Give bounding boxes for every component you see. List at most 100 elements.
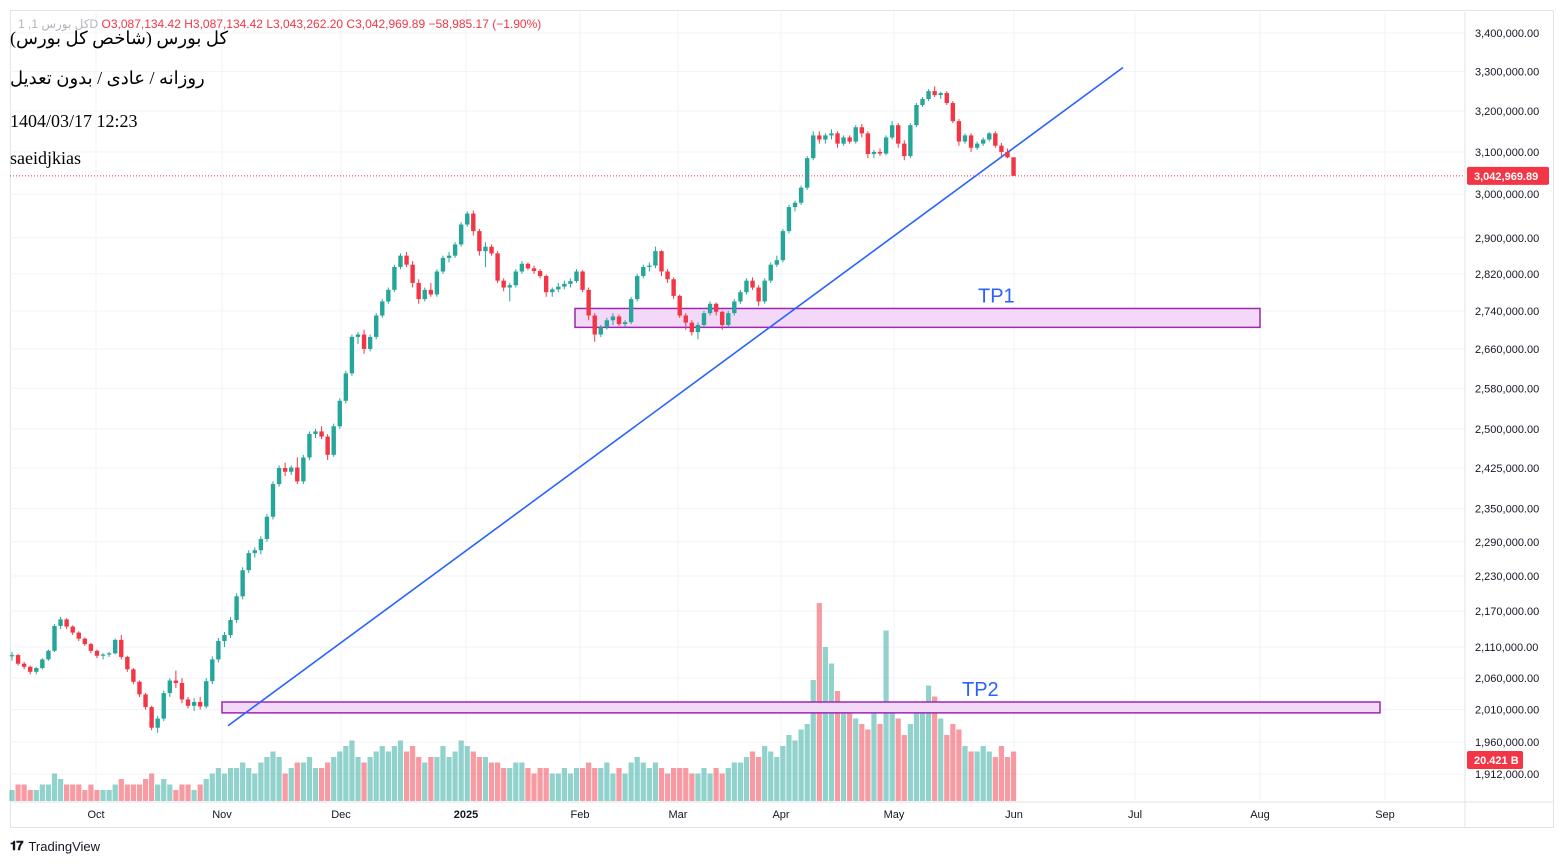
volume-bar (130, 784, 136, 801)
volume-bar (136, 784, 143, 801)
price-tick-label: 1,912,000.00 (1475, 769, 1539, 781)
volume-bar (185, 784, 191, 801)
candle-body (641, 266, 646, 277)
candle (331, 423, 336, 457)
volume-bar (877, 724, 883, 801)
candle (525, 262, 531, 271)
candle (106, 652, 112, 657)
candle-body (234, 596, 239, 620)
time-tick-label: Aug (1250, 809, 1270, 821)
time-axis[interactable]: Oct Nov Dec 2025 Feb Mar Apr May Jun Jul Aug Sep (10, 801, 1554, 821)
candle (88, 642, 94, 654)
volume-bar (913, 713, 920, 801)
candle (604, 317, 610, 330)
candle (744, 278, 749, 295)
volume-bar (804, 724, 810, 801)
volume-bar (689, 773, 695, 801)
volume-bar (652, 762, 659, 801)
volume-bar (288, 768, 294, 801)
volume-bar (343, 746, 349, 801)
target-zones: TP1 TP2 (221, 285, 1381, 714)
candle (695, 322, 701, 340)
volume-bar (713, 768, 719, 801)
candle-body (313, 431, 318, 434)
time-tick-label: Jul (1128, 809, 1142, 821)
volume-bar (871, 713, 877, 801)
volume-bar (39, 784, 45, 801)
candle (829, 129, 834, 140)
candle-body (811, 135, 816, 159)
candle-body (343, 373, 349, 401)
candle-body (537, 271, 543, 277)
candle-body (877, 151, 883, 154)
candle (586, 287, 591, 321)
volume-bar (361, 762, 367, 801)
candle (628, 296, 634, 325)
candle (301, 454, 306, 485)
candle-body (15, 655, 21, 664)
candle-body (871, 151, 877, 154)
candle (70, 625, 75, 636)
candle (392, 264, 397, 293)
candle-body (914, 105, 919, 126)
price-tick-label: 3,300,000.00 (1475, 66, 1539, 78)
candle-body (155, 718, 160, 728)
candle (798, 185, 804, 205)
candle (653, 246, 658, 269)
volume-bar (100, 790, 106, 801)
price-tick-label: 2,350,000.00 (1475, 503, 1539, 515)
candle (950, 101, 956, 124)
trendline (227, 66, 1124, 727)
volume-bar (331, 757, 337, 801)
volume-bar (646, 768, 652, 801)
candle-body (446, 255, 452, 258)
volume-bar (786, 735, 792, 801)
candle (240, 567, 245, 600)
candle (216, 638, 221, 663)
candle (841, 135, 846, 146)
candle-body (841, 137, 846, 144)
candle (780, 228, 786, 263)
volume-bar (112, 784, 118, 801)
trendline-layer[interactable] (227, 66, 1124, 727)
candle-body (896, 125, 901, 144)
volume-bar (604, 762, 610, 801)
candle (40, 658, 45, 670)
price-tick-label: 2,060,000.00 (1475, 673, 1539, 685)
time-tick-label: Feb (571, 809, 590, 821)
candle (76, 631, 81, 642)
candle-body (804, 158, 810, 188)
candle (616, 314, 622, 326)
candle-body (792, 202, 798, 208)
candle-body (307, 433, 312, 458)
volume-bar (167, 784, 173, 801)
volume-bar (373, 751, 379, 801)
volume-bar (725, 768, 731, 801)
price-axis[interactable]: 3,400,000.00 3,300,000.00 3,200,000.00 3,10… (1464, 12, 1549, 828)
candle (458, 222, 464, 247)
candle-body (1005, 151, 1010, 158)
candle (750, 277, 755, 290)
volume-bar (397, 740, 404, 801)
candle (143, 693, 148, 710)
volume-bar (658, 768, 665, 801)
volume-bar (173, 790, 179, 801)
volume-bar (45, 784, 52, 801)
candle-body (58, 619, 63, 626)
candle-body (519, 263, 525, 272)
candle-body (46, 650, 51, 660)
tradingview-logo[interactable]: 𝟏𝟕 TradingView (10, 838, 100, 854)
price-tick-label: 3,400,000.00 (1475, 28, 1539, 40)
candle-body (422, 289, 427, 300)
candle (252, 547, 257, 558)
volume-bar (664, 773, 671, 801)
volume-bar (847, 713, 853, 801)
candle-body (628, 299, 634, 323)
candle-body (616, 316, 622, 325)
candle-body (908, 125, 913, 157)
volume-bar (161, 779, 167, 801)
candle (871, 149, 877, 159)
brand-label: TradingView (28, 838, 101, 854)
candle-body (610, 316, 616, 321)
